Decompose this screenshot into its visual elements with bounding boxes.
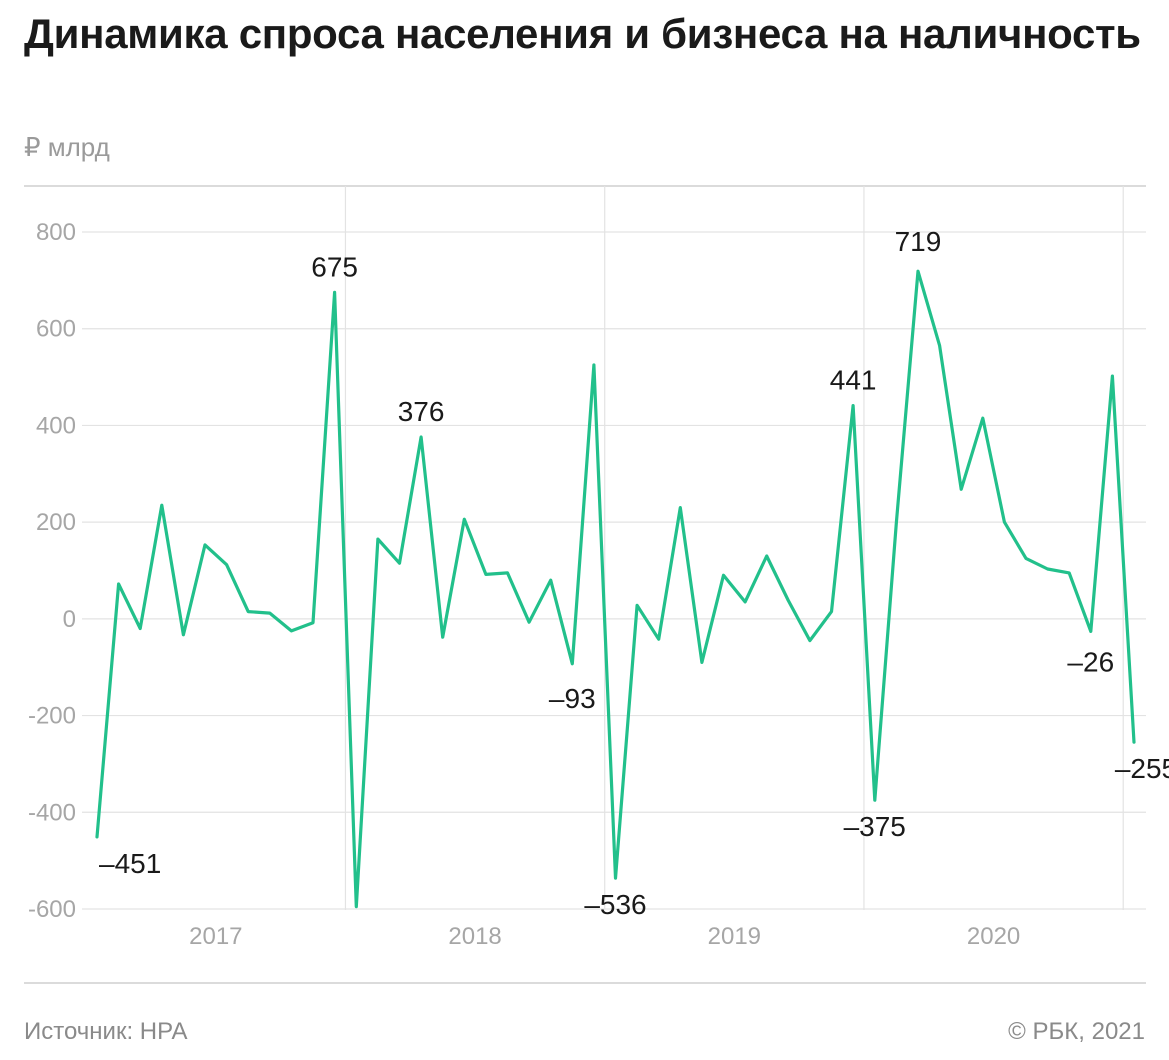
- data-point: [938, 344, 942, 348]
- x-tick-label: 2019: [708, 923, 761, 950]
- y-tick-label: -400: [28, 799, 76, 826]
- data-point: [678, 506, 682, 510]
- data-point: [397, 561, 401, 565]
- x-tick-label: 2020: [967, 923, 1020, 950]
- y-tick-label: 800: [36, 219, 76, 246]
- y-tick-label: -600: [28, 896, 76, 923]
- data-point: [657, 637, 661, 641]
- data-point: [549, 578, 553, 582]
- y-tick-label: 400: [36, 412, 76, 439]
- data-point: [419, 435, 423, 439]
- data-point: [1110, 374, 1114, 378]
- data-point: [700, 660, 704, 664]
- data-point: [981, 416, 985, 420]
- chart-title: Динамика спроса населения и бизнеса на н…: [24, 10, 1141, 57]
- data-point: [333, 290, 337, 294]
- data-point: [1089, 629, 1093, 633]
- data-label: 719: [895, 226, 942, 257]
- data-point: [289, 629, 293, 633]
- data-point: [1046, 567, 1050, 571]
- data-point: [203, 543, 207, 547]
- data-point: [1002, 520, 1006, 524]
- data-point: [462, 517, 466, 521]
- data-point: [830, 610, 834, 614]
- data-point: [959, 487, 963, 491]
- copyright-note: © РБК, 2021: [1008, 1018, 1145, 1045]
- data-point: [808, 639, 812, 643]
- data-point: [484, 572, 488, 576]
- y-tick-label: 200: [36, 509, 76, 536]
- unit-label: ₽ млрд: [24, 132, 110, 162]
- data-point: [786, 598, 790, 602]
- data-label: –536: [584, 889, 646, 920]
- data-label: –375: [844, 811, 906, 842]
- data-label: 675: [311, 251, 358, 282]
- data-label: –26: [1067, 646, 1114, 677]
- data-point: [268, 611, 272, 615]
- data-point: [614, 876, 618, 880]
- y-tick-label: 600: [36, 316, 76, 343]
- data-point: [851, 404, 855, 408]
- x-tick-label: 2017: [189, 923, 242, 950]
- data-point: [570, 662, 574, 666]
- data-point: [160, 503, 164, 507]
- data-point: [592, 363, 596, 367]
- data-point: [743, 600, 747, 604]
- data-point: [505, 571, 509, 575]
- source-note: Источник: НРА: [24, 1018, 188, 1045]
- data-point: [246, 610, 250, 614]
- data-point: [95, 835, 99, 839]
- data-label: 441: [830, 365, 877, 396]
- data-point: [138, 627, 142, 631]
- data-point: [1132, 740, 1136, 744]
- data-label: –451: [99, 848, 161, 879]
- x-tick-label: 2018: [448, 923, 501, 950]
- data-point: [441, 635, 445, 639]
- data-point: [354, 905, 358, 909]
- data-point: [765, 554, 769, 558]
- data-point: [117, 582, 121, 586]
- data-point: [894, 520, 898, 524]
- data-label: –255: [1115, 753, 1169, 784]
- series-line: [95, 269, 1136, 909]
- data-point: [376, 537, 380, 541]
- data-point: [225, 563, 229, 567]
- data-label: –93: [549, 683, 596, 714]
- data-point: [635, 603, 639, 607]
- data-point: [1067, 571, 1071, 575]
- data-point: [916, 269, 920, 273]
- data-point: [527, 620, 531, 624]
- data-point: [722, 573, 726, 577]
- data-label: 376: [398, 396, 445, 427]
- data-point: [1024, 556, 1028, 560]
- data-point: [311, 621, 315, 625]
- y-tick-label: 0: [63, 606, 76, 633]
- y-tick-label: -200: [28, 703, 76, 730]
- data-point: [181, 633, 185, 637]
- data-point: [873, 798, 877, 802]
